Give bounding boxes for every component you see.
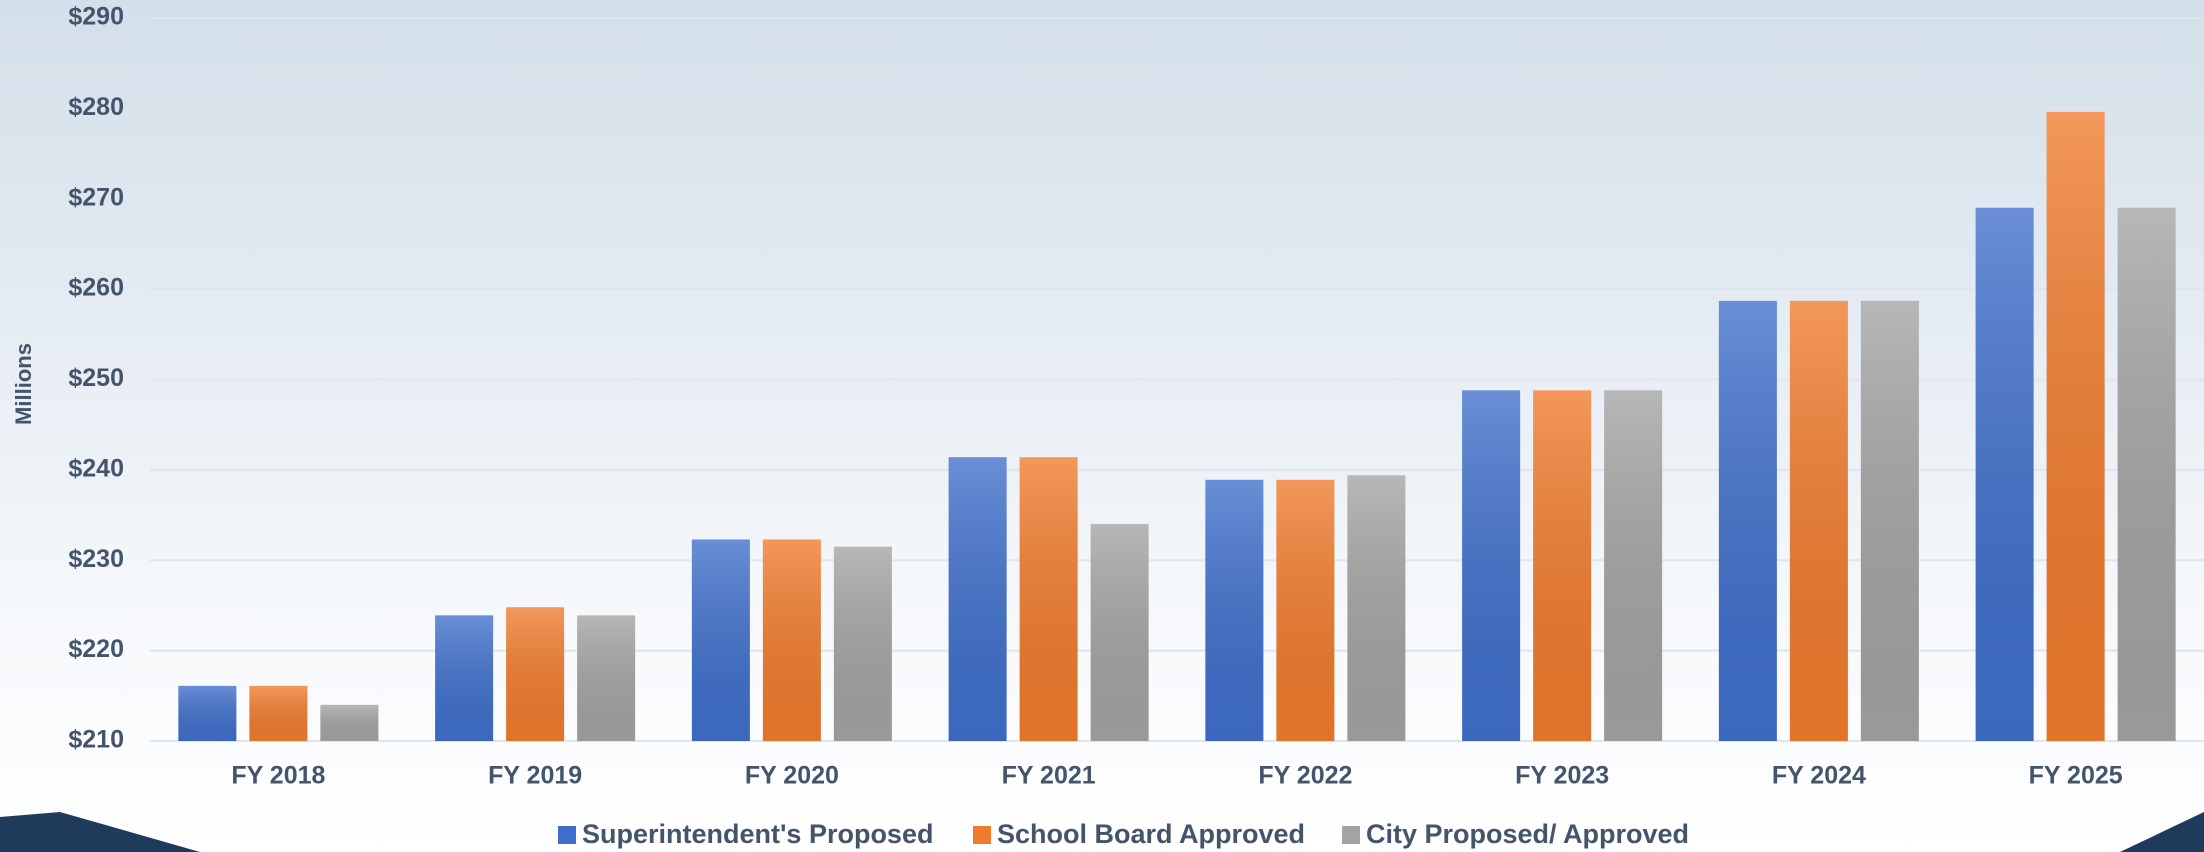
bar (2117, 207, 2176, 742)
x-tick-label: FY 2020 (745, 762, 839, 790)
bar (1718, 300, 1777, 741)
bar (1533, 390, 1592, 741)
bar (2046, 111, 2105, 742)
bar (1975, 207, 2034, 742)
bar (178, 685, 237, 741)
legend-label: City Proposed/ Approved (1366, 819, 1689, 849)
x-tick-label: FY 2022 (1258, 762, 1352, 790)
y-tick-label: $270 (68, 183, 124, 211)
bar (1462, 390, 1521, 741)
bar (691, 539, 750, 741)
y-tick-label: $290 (68, 3, 124, 31)
bar (1347, 475, 1406, 741)
legend-swatch (558, 826, 576, 844)
bar (1090, 524, 1149, 741)
bar (1205, 479, 1264, 741)
x-tick-label: FY 2019 (488, 762, 582, 790)
x-tick-label: FY 2018 (231, 762, 325, 790)
bar (577, 615, 636, 741)
bar (948, 457, 1007, 741)
y-tick-label: $250 (68, 364, 124, 392)
corner-decoration (0, 812, 200, 852)
corner-decoration (2120, 812, 2204, 852)
y-axis-label: Millions (11, 343, 36, 425)
y-tick-label: $220 (68, 635, 124, 663)
bar (1860, 300, 1919, 741)
bar (506, 607, 565, 741)
x-tick-label: FY 2025 (2029, 762, 2123, 790)
bar (320, 704, 379, 741)
legend-label: School Board Approved (997, 819, 1305, 849)
bar (1276, 479, 1335, 741)
y-tick-label: $280 (68, 93, 124, 121)
bar (249, 685, 308, 741)
bar (435, 615, 494, 741)
bar (762, 539, 821, 741)
bar (833, 546, 892, 741)
y-tick-label: $260 (68, 274, 124, 302)
y-tick-label: $210 (68, 726, 124, 754)
y-tick-label: $240 (68, 454, 124, 482)
x-tick-label: FY 2023 (1515, 762, 1609, 790)
legend-swatch (973, 826, 991, 844)
legend-label: Superintendent's Proposed (582, 819, 933, 849)
legend-swatch (1342, 826, 1360, 844)
x-tick-label: FY 2021 (1002, 762, 1096, 790)
x-tick-label: FY 2024 (1772, 762, 1866, 790)
bar (1019, 457, 1078, 741)
bar (1789, 300, 1848, 741)
y-tick-label: $230 (68, 545, 124, 573)
bar (1604, 390, 1663, 741)
